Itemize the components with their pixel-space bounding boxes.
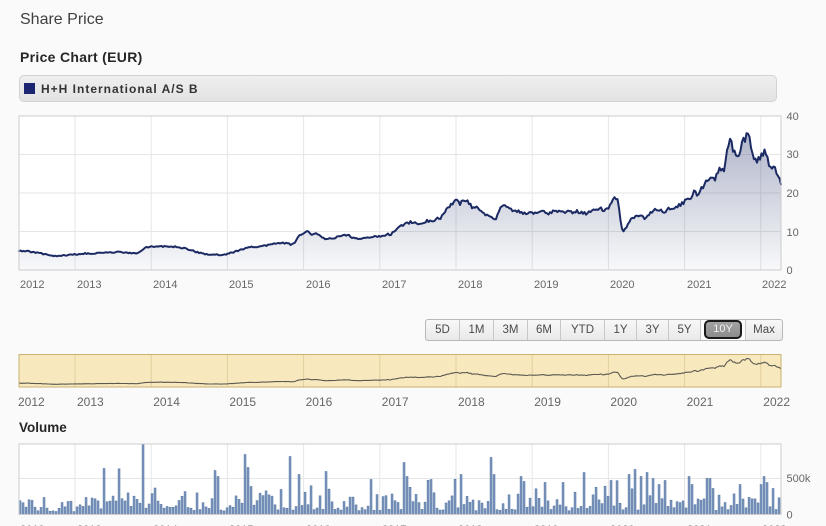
svg-text:2018: 2018 <box>458 279 482 291</box>
svg-text:2014: 2014 <box>153 395 180 409</box>
svg-text:2019: 2019 <box>534 279 558 291</box>
svg-text:2013: 2013 <box>77 279 101 291</box>
svg-text:2016: 2016 <box>306 524 330 526</box>
svg-text:2022: 2022 <box>762 524 786 526</box>
svg-text:2022: 2022 <box>763 395 790 409</box>
svg-text:2021: 2021 <box>687 395 714 409</box>
svg-text:0: 0 <box>787 510 793 522</box>
svg-text:2020: 2020 <box>610 524 634 526</box>
svg-text:2022: 2022 <box>762 279 786 291</box>
svg-text:2020: 2020 <box>610 279 634 291</box>
svg-text:2015: 2015 <box>229 279 253 291</box>
svg-text:2015: 2015 <box>229 524 253 526</box>
svg-text:20: 20 <box>787 188 799 200</box>
svg-text:2012: 2012 <box>20 524 44 526</box>
svg-text:2012: 2012 <box>18 395 45 409</box>
svg-text:2018: 2018 <box>458 524 482 526</box>
svg-text:30: 30 <box>787 149 799 161</box>
svg-text:2017: 2017 <box>382 395 409 409</box>
svg-text:2017: 2017 <box>382 279 406 291</box>
svg-text:2017: 2017 <box>382 524 406 526</box>
svg-text:2021: 2021 <box>687 524 711 526</box>
svg-text:2018: 2018 <box>458 395 485 409</box>
svg-text:2014: 2014 <box>153 524 177 526</box>
svg-text:0: 0 <box>787 265 793 277</box>
svg-text:2020: 2020 <box>610 395 637 409</box>
svg-text:2019: 2019 <box>534 524 558 526</box>
svg-text:2016: 2016 <box>306 279 330 291</box>
svg-text:2015: 2015 <box>229 395 256 409</box>
svg-text:2016: 2016 <box>306 395 333 409</box>
svg-text:500k: 500k <box>787 473 811 485</box>
svg-text:2021: 2021 <box>687 279 711 291</box>
svg-text:2013: 2013 <box>77 524 101 526</box>
svg-text:2014: 2014 <box>153 279 177 291</box>
svg-text:2013: 2013 <box>77 395 104 409</box>
svg-text:40: 40 <box>787 111 799 123</box>
svg-text:2019: 2019 <box>534 395 561 409</box>
svg-text:2012: 2012 <box>20 279 44 291</box>
svg-text:10: 10 <box>787 227 799 239</box>
